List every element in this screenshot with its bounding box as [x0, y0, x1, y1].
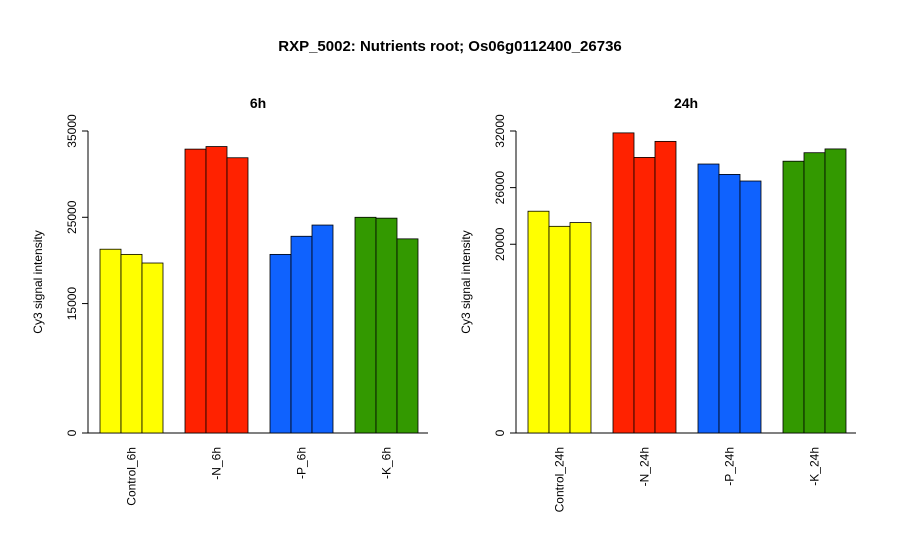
panel-1-category-label: -P_6h	[295, 447, 309, 479]
panel-2-bar	[697, 163, 720, 434]
panel-2-bar	[803, 152, 826, 434]
panel-1-category-label: -K_6h	[380, 447, 394, 479]
panel-2-y-tick-label: 32000	[493, 114, 507, 148]
panel-1-bar	[120, 253, 143, 434]
panel-1-category-label: -N_6h	[210, 447, 224, 480]
panel-1-bar	[290, 235, 313, 434]
panel-1-title: 6h	[250, 95, 266, 111]
panel-2-bar	[782, 160, 805, 434]
panel-2-y-label: Cy3 signal intensity	[459, 230, 473, 333]
panel-2-y-tick-label: 0	[493, 429, 507, 436]
panel-2-bar	[824, 148, 847, 434]
panel-1-bar	[226, 157, 249, 434]
panel-1-bar	[141, 262, 164, 434]
panel-1-bar	[269, 253, 292, 434]
panel-1-bar	[375, 217, 398, 434]
panel-2-category-label: -N_24h	[638, 447, 652, 486]
panel-1-y-tick-label: 35000	[65, 114, 79, 148]
panel-2-bar	[654, 140, 677, 434]
panel-1-bar	[99, 248, 122, 434]
panel-2-title: 24h	[674, 95, 698, 111]
panel-2-bar	[633, 157, 656, 434]
panel-2-y-tick-label: 26000	[493, 171, 507, 205]
panel-1-y-label: Cy3 signal intensity	[31, 230, 45, 333]
panel-2-category-label: -K_24h	[808, 447, 822, 486]
panel-2-bar	[527, 210, 550, 434]
panel-1-bar	[396, 238, 419, 434]
panel-1-bar	[311, 224, 334, 434]
panel-2-bar	[569, 222, 592, 434]
page-title: RXP_5002: Nutrients root; Os06g0112400_2…	[278, 38, 622, 55]
panel-2-y-tick-label: 20000	[493, 227, 507, 261]
panel-2-bar	[718, 174, 741, 434]
panel-2-bar	[739, 180, 762, 434]
panel-1-y-tick-label: 15000	[65, 287, 79, 321]
panel-2-category-label: Control_24h	[553, 447, 567, 512]
panel-1-category-label: Control_6h	[125, 447, 139, 506]
panel-1-y-tick-label: 0	[65, 429, 79, 436]
panel-1-bar	[354, 216, 377, 434]
panel-2-bar	[612, 132, 635, 434]
panel-1-bar	[205, 146, 228, 434]
panel-1-bar	[184, 148, 207, 434]
panel-2-bar	[548, 225, 571, 434]
panel-1-y-tick-label: 25000	[65, 200, 79, 234]
panel-2-category-label: -P_24h	[723, 447, 737, 486]
